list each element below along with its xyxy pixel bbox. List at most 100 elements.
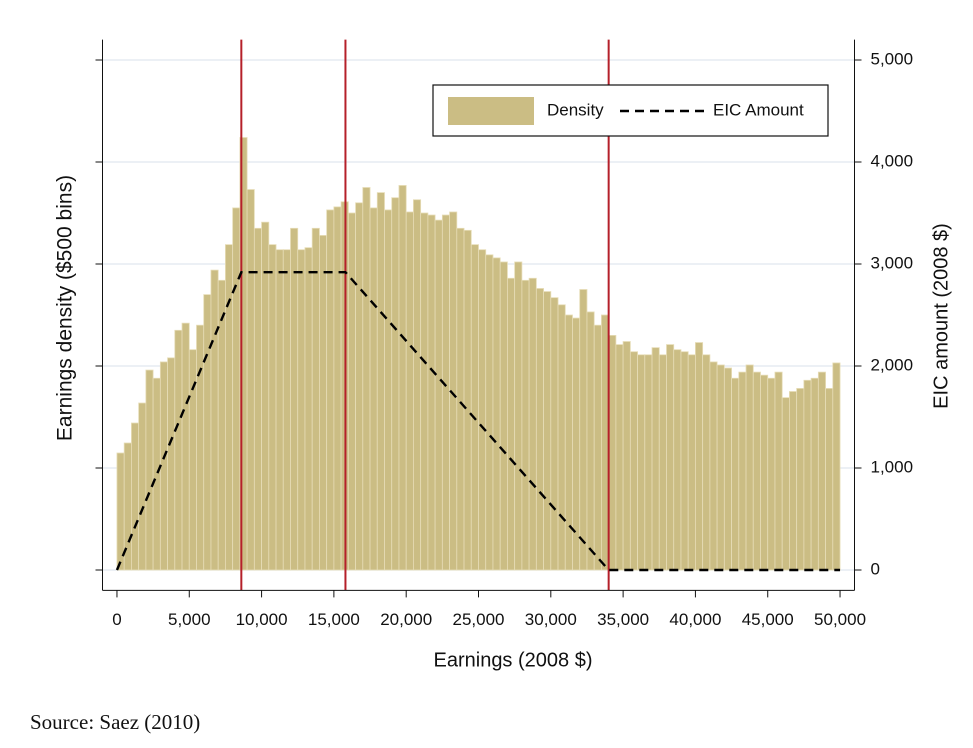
bar	[499, 261, 508, 571]
bar	[268, 244, 277, 571]
bar	[405, 211, 414, 571]
bar	[131, 422, 140, 571]
bar	[181, 322, 190, 571]
bar	[507, 277, 516, 571]
y2-tick-label: 3,000	[871, 253, 914, 272]
x-tick-label: 45,000	[742, 610, 794, 629]
bar	[644, 354, 653, 571]
bar	[290, 227, 299, 571]
bar	[492, 257, 501, 571]
bar	[521, 279, 530, 571]
bar	[832, 362, 841, 571]
bar	[564, 314, 573, 571]
bar	[825, 388, 834, 571]
y-axis-label: Earnings density ($500 bins)	[54, 175, 77, 441]
bar	[731, 377, 740, 571]
x-tick-label: 35,000	[597, 610, 649, 629]
legend-label: Density	[547, 100, 604, 119]
bar	[528, 277, 537, 571]
x-tick-label: 30,000	[525, 610, 577, 629]
bar	[355, 202, 364, 571]
x-tick-label: 25,000	[453, 610, 505, 629]
bar	[723, 367, 732, 571]
bar	[470, 244, 479, 571]
bar	[817, 371, 826, 571]
bar	[420, 212, 429, 571]
bar	[427, 214, 436, 571]
bar	[319, 235, 328, 571]
bar	[326, 209, 335, 571]
bar	[478, 249, 487, 571]
y2-tick-label: 2,000	[871, 355, 914, 374]
bar	[745, 364, 754, 571]
bar	[629, 351, 638, 571]
bar	[586, 311, 595, 571]
bar	[803, 379, 812, 571]
bar	[434, 219, 443, 571]
bar	[738, 371, 747, 571]
bar	[709, 361, 718, 571]
bar	[687, 354, 696, 571]
bar	[702, 354, 711, 571]
legend: Density EIC Amount	[432, 84, 829, 137]
bar	[167, 357, 176, 571]
y2-tick-label: 4,000	[871, 151, 914, 170]
bar	[347, 212, 356, 571]
bar	[174, 329, 183, 571]
bar	[398, 185, 407, 571]
bar	[593, 324, 602, 571]
bar	[810, 377, 819, 571]
bar	[225, 244, 234, 571]
bar	[579, 289, 588, 571]
bar	[695, 342, 704, 571]
bar	[543, 291, 552, 571]
bar	[311, 227, 320, 571]
x-tick-label: 20,000	[380, 610, 432, 629]
x-tick-label: 40,000	[669, 610, 721, 629]
bar	[572, 317, 581, 571]
bar	[680, 351, 689, 571]
bar	[485, 254, 494, 571]
bar	[716, 364, 725, 571]
bar	[752, 371, 761, 571]
x-tick-label: 50,000	[814, 610, 866, 629]
bar	[781, 397, 790, 571]
bar	[666, 344, 675, 571]
bar	[615, 344, 624, 571]
bar	[253, 227, 262, 571]
bar	[608, 334, 617, 571]
y2-tick-label: 5,000	[871, 49, 914, 68]
bar	[622, 341, 631, 571]
x-tick-label: 15,000	[308, 610, 360, 629]
bar	[463, 229, 472, 571]
y2-tick-label: 0	[871, 559, 880, 578]
y2-axis-label: EIC amount (2008 $)	[930, 223, 952, 409]
bar	[637, 354, 646, 571]
bar	[673, 349, 682, 571]
bar	[304, 247, 313, 571]
bar	[297, 249, 306, 571]
bar	[658, 354, 667, 571]
line	[115, 270, 841, 572]
x-tick-label: 5,000	[168, 610, 211, 629]
bar	[384, 209, 393, 571]
bar	[601, 314, 610, 571]
bar	[138, 402, 147, 571]
legend-label: EIC Amount	[713, 100, 804, 119]
bar	[456, 227, 465, 571]
bar	[232, 207, 241, 571]
bar	[441, 214, 450, 571]
y2-tick-label: 1,000	[871, 457, 914, 476]
bar	[369, 207, 378, 571]
bar	[333, 206, 342, 571]
x-tick-label: 0	[112, 610, 121, 629]
bar	[767, 377, 776, 571]
bar	[651, 347, 660, 571]
bar	[145, 369, 154, 571]
source-note: Source: Saez (2010)	[30, 710, 200, 734]
bar	[261, 221, 270, 571]
bar	[774, 371, 783, 571]
bar	[796, 388, 805, 571]
bar	[376, 192, 385, 571]
